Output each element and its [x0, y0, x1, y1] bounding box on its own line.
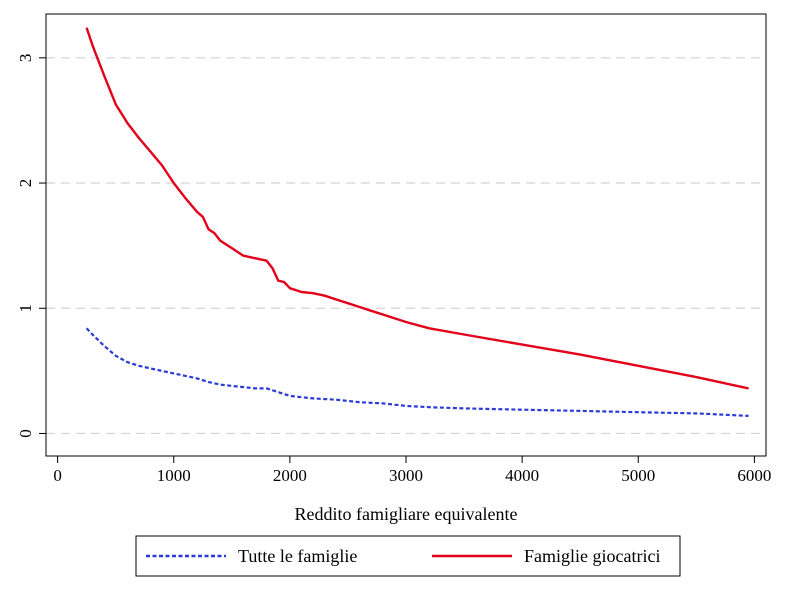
x-tick-label-4000: 4000: [505, 466, 539, 485]
y-tick-label-0: 0: [16, 429, 35, 438]
legend-label-tutte-le-famiglie: Tutte le famiglie: [238, 546, 357, 566]
x-axis: 0 1000 2000 3000 4000 5000 6000: [53, 456, 771, 485]
x-tick-label-1000: 1000: [157, 466, 191, 485]
series-line-tutte-le-famiglie: [85, 327, 749, 417]
series-line-famiglie-giocatrici: [85, 27, 749, 390]
x-tick-label-5000: 5000: [621, 466, 655, 485]
y-tick-label-1: 1: [16, 304, 35, 313]
y-tick-label-2: 2: [16, 179, 35, 188]
x-tick-label-6000: 6000: [737, 466, 771, 485]
series-lines: [85, 27, 749, 417]
x-axis-title: Reddito famigliare equivalente: [295, 504, 518, 524]
gridlines: [46, 57, 766, 435]
y-axis: 0 1 2 3: [16, 54, 46, 438]
legend-box: [135, 535, 681, 577]
legend-label-famiglie-giocatrici: Famiglie giocatrici: [524, 546, 660, 566]
x-tick-label-3000: 3000: [389, 466, 423, 485]
legend: Tutte le famiglie Famiglie giocatrici: [135, 535, 681, 577]
x-tick-label-0: 0: [53, 466, 62, 485]
y-tick-label-3: 3: [16, 54, 35, 63]
x-tick-label-2000: 2000: [273, 466, 307, 485]
